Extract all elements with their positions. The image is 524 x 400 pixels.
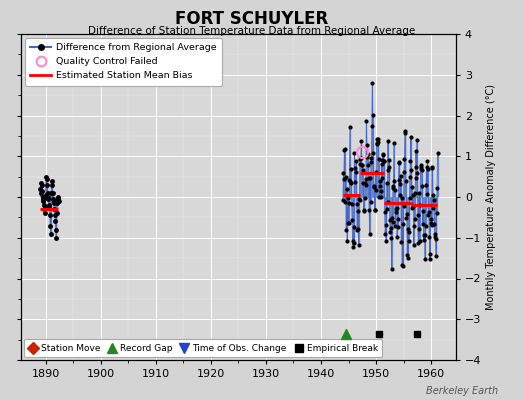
Legend: Station Move, Record Gap, Time of Obs. Change, Empirical Break: Station Move, Record Gap, Time of Obs. C…: [24, 339, 383, 357]
Text: Berkeley Earth: Berkeley Earth: [425, 386, 498, 396]
Y-axis label: Monthly Temperature Anomaly Difference (°C): Monthly Temperature Anomaly Difference (…: [486, 84, 496, 310]
Text: Difference of Station Temperature Data from Regional Average: Difference of Station Temperature Data f…: [88, 26, 415, 36]
Text: FORT SCHUYLER: FORT SCHUYLER: [175, 10, 328, 28]
